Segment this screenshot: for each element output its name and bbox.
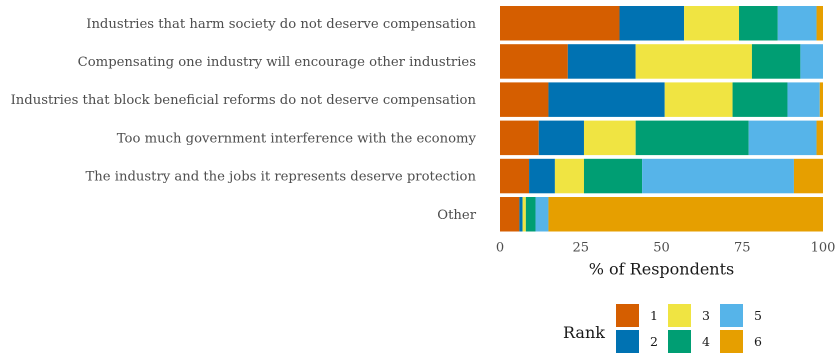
bar-segment-rank-6: [816, 120, 823, 156]
legend-swatch-rank-3: [668, 304, 691, 327]
legend-title: Rank: [563, 323, 605, 342]
bar-segment-rank-1: [500, 120, 539, 156]
bar-segment-rank-3: [522, 197, 526, 232]
bar-segment-rank-2: [548, 82, 665, 117]
category-label: Too much government interference with th…: [117, 131, 477, 146]
legend-label: 3: [702, 308, 710, 323]
bar-segment-rank-5: [748, 120, 817, 156]
legend-label: 1: [650, 308, 658, 323]
bar-segment-rank-1: [500, 197, 520, 232]
bar-segment-rank-3: [635, 44, 752, 79]
legend-label: 2: [650, 334, 658, 349]
x-tick-label: 0: [496, 241, 504, 256]
category-label: The industry and the jobs it represents …: [85, 170, 476, 185]
bar-segment-rank-6: [793, 158, 823, 194]
bar-segment-rank-6: [548, 197, 823, 232]
legend-swatch-rank-5: [720, 304, 743, 327]
bar-segment-rank-2: [519, 197, 523, 232]
bars-group: [500, 6, 823, 232]
legend-label: 6: [754, 334, 762, 349]
bar-segment-rank-4: [739, 6, 778, 41]
bar-segment-rank-1: [500, 158, 530, 194]
legend-swatch-rank-1: [616, 304, 639, 327]
legend-swatch-rank-4: [668, 330, 691, 353]
bar-segment-rank-1: [500, 6, 620, 41]
bar-segment-rank-4: [583, 158, 643, 194]
bar-segment-rank-2: [529, 158, 555, 194]
category-label: Industries that harm society do not dese…: [86, 17, 476, 32]
bar-segment-rank-3: [684, 6, 740, 41]
bar-segment-rank-4: [732, 82, 788, 117]
legend-label: 4: [702, 334, 710, 349]
bar-segment-rank-6: [816, 6, 823, 41]
bar-segment-rank-6: [819, 82, 823, 117]
bar-segment-rank-4: [751, 44, 801, 79]
bar-segment-rank-5: [800, 44, 823, 79]
x-tick-label: 50: [653, 241, 670, 256]
category-label: Compensating one industry will encourage…: [78, 55, 477, 70]
x-tick-label: 25: [572, 241, 589, 256]
legend-swatch-rank-2: [616, 330, 639, 353]
bar-segment-rank-4: [635, 120, 749, 156]
bar-segment-rank-5: [787, 82, 820, 117]
bar-segment-rank-5: [535, 197, 549, 232]
bar-segment-rank-4: [525, 197, 536, 232]
bar-segment-rank-5: [777, 6, 817, 41]
x-axis-title: % of Respondents: [589, 260, 735, 279]
bar-segment-rank-3: [554, 158, 584, 194]
category-label: Other: [437, 208, 476, 223]
legend-label: 5: [754, 308, 762, 323]
x-tick-label: 75: [734, 241, 751, 256]
bar-segment-rank-5: [642, 158, 794, 194]
bar-segment-rank-2: [567, 44, 636, 79]
legend-swatch-rank-6: [720, 330, 743, 353]
bar-segment-rank-1: [500, 44, 568, 79]
bar-segment-rank-3: [583, 120, 636, 156]
category-label: Industries that block beneficial reforms…: [11, 93, 477, 108]
bar-segment-rank-3: [664, 82, 733, 117]
bar-segment-rank-1: [500, 82, 549, 117]
x-tick-label: 100: [811, 241, 836, 256]
bar-segment-rank-2: [538, 120, 584, 156]
bar-segment-rank-2: [619, 6, 685, 41]
legend: Rank 1 2 3 4 5 6: [563, 304, 762, 353]
